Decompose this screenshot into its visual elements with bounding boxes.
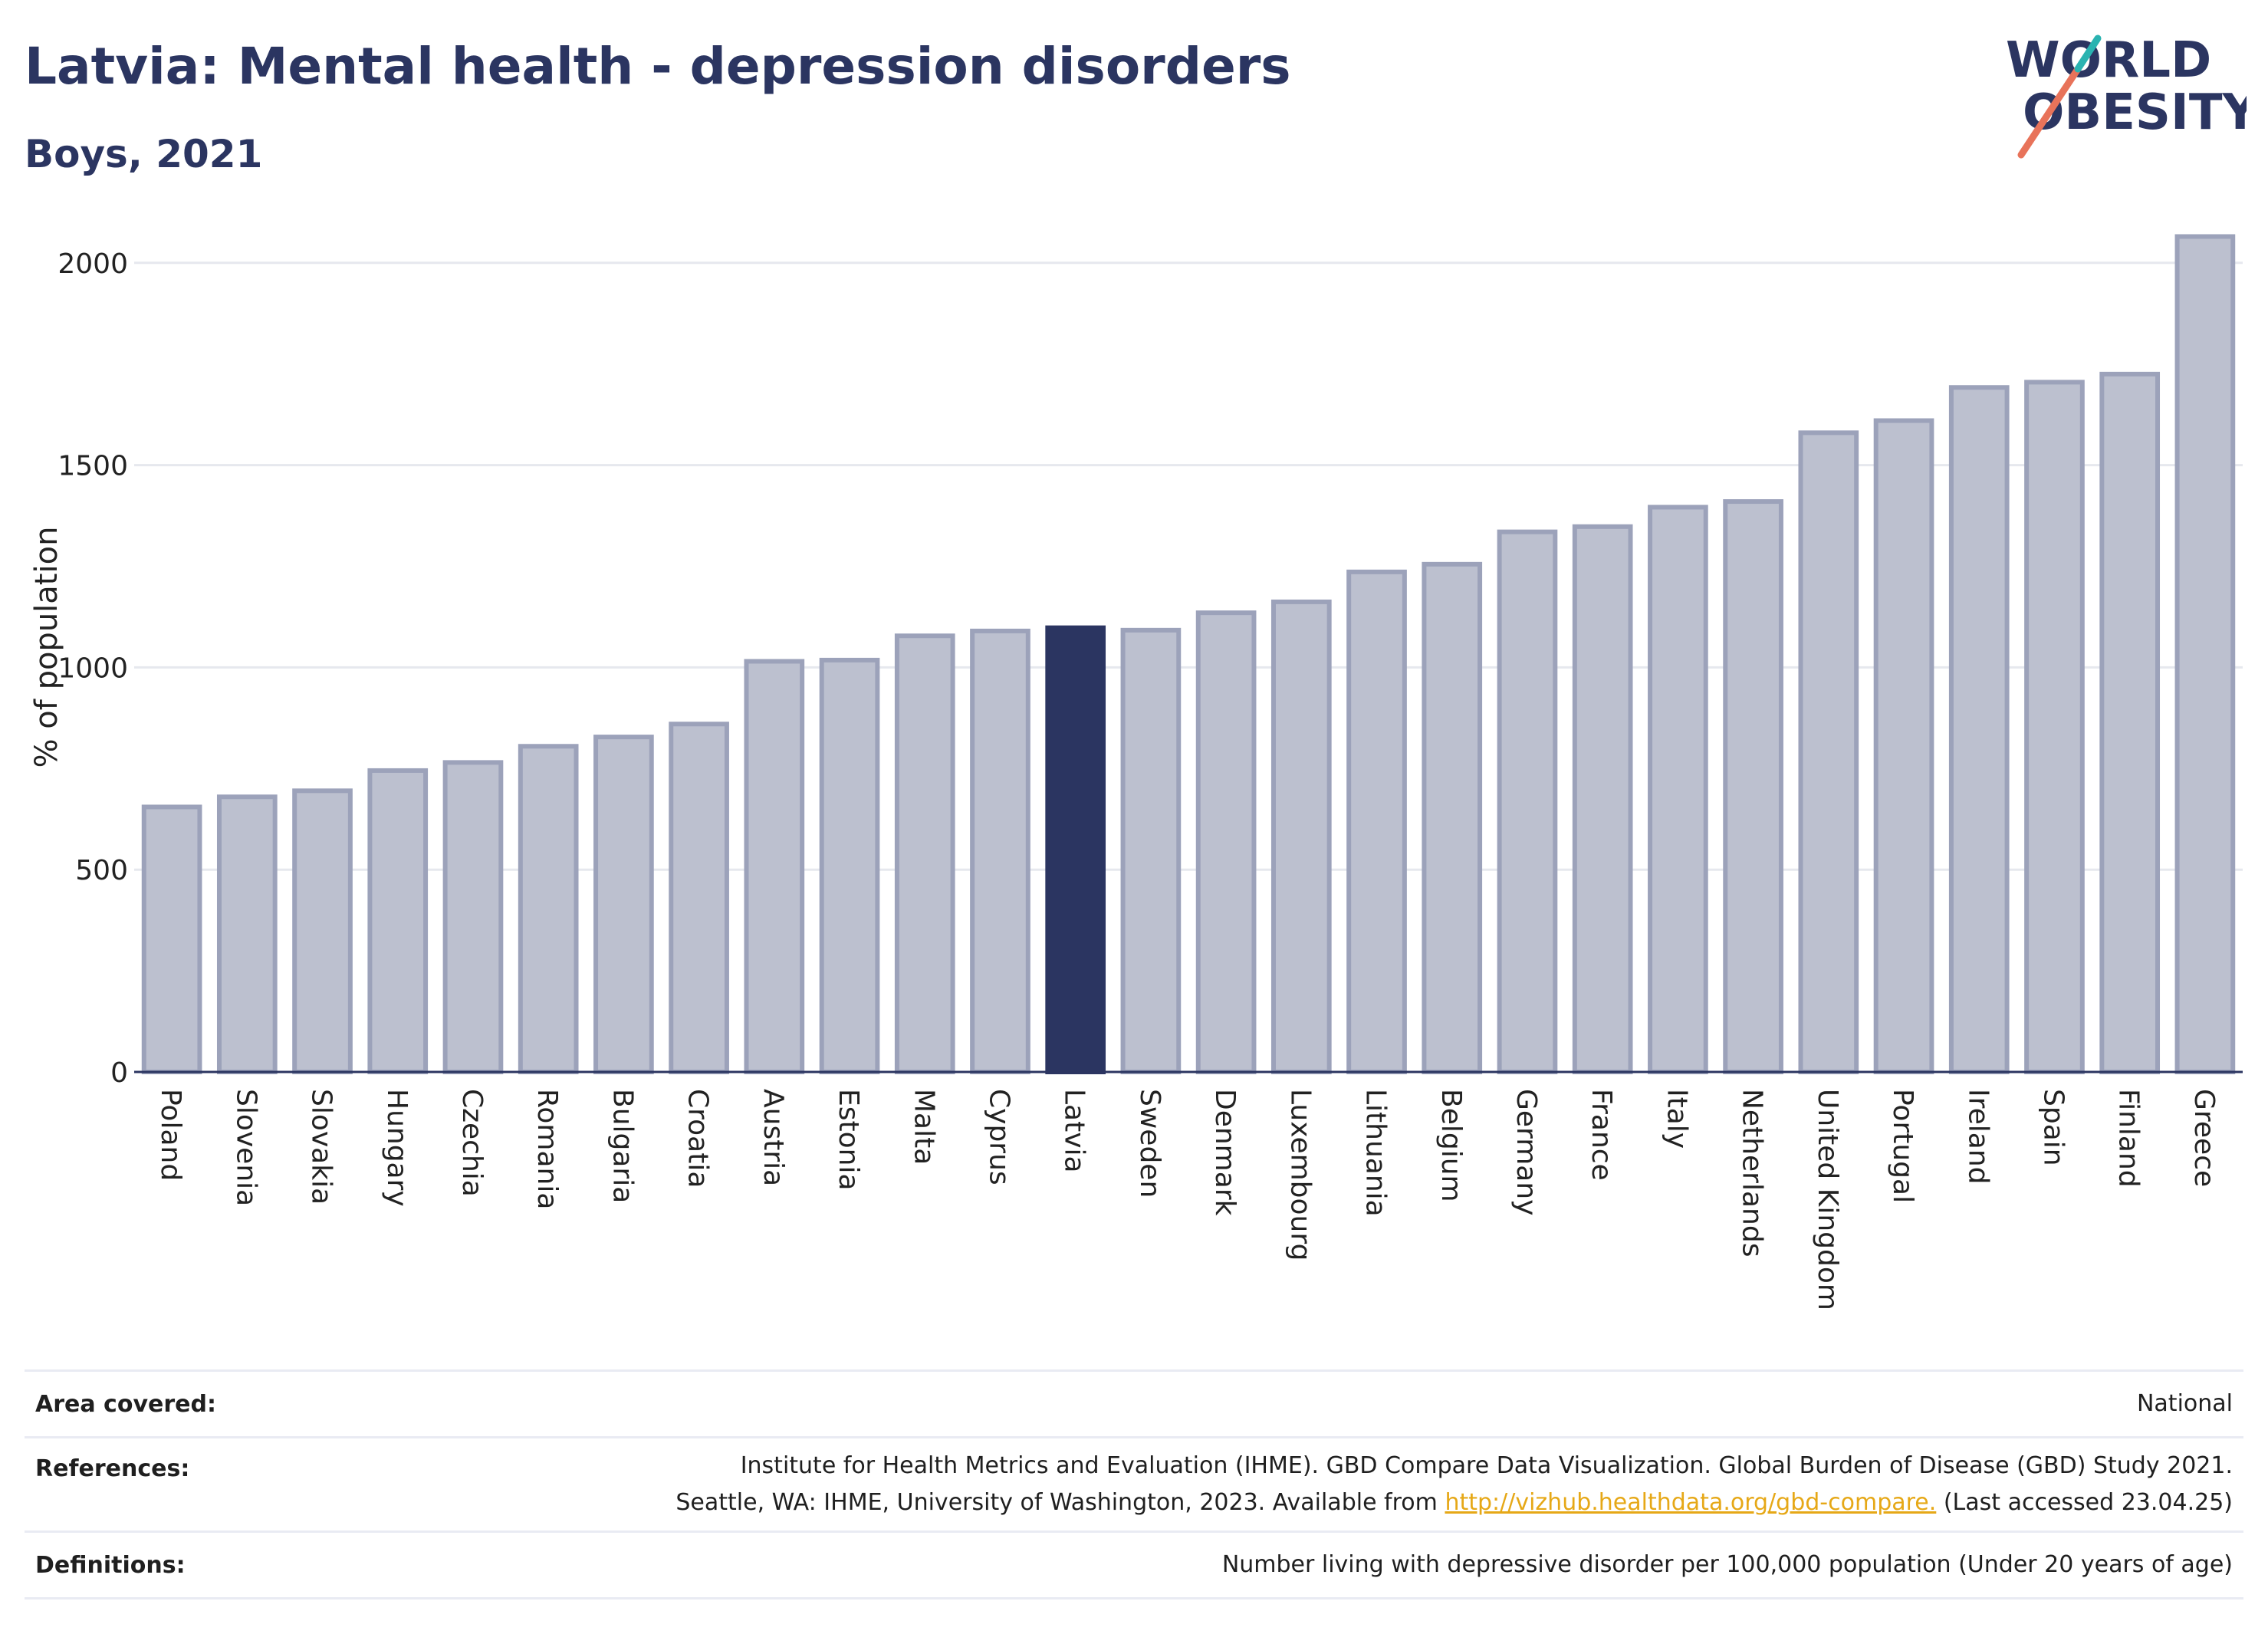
bar [1497,529,1558,1074]
bar [518,744,579,1074]
x-tick-label: Portugal [1887,1089,1918,1203]
x-tick-label: Czechia [456,1089,488,1197]
x-tick-label: Croatia [682,1089,714,1188]
x-tick-label: Malta [908,1089,939,1165]
bar [1948,385,2010,1075]
x-tick-label: Germany [1510,1089,1542,1215]
x-tick-label: United Kingdom [1812,1089,1843,1310]
bar [669,722,729,1074]
bar [292,788,353,1075]
x-tick-label: Finland [2113,1089,2145,1188]
bar [1195,610,1257,1074]
x-tick-label: Slovenia [230,1089,261,1206]
x-tick-label: Spain [2037,1089,2069,1166]
page-subtitle: Boys, 2021 [25,132,263,176]
references-line1: Institute for Health Metrics and Evaluat… [740,1452,2233,1479]
x-tick-label: Poland [155,1089,186,1181]
x-tick-label: France [1586,1089,1617,1181]
logo-slash-teal [2074,35,2102,73]
bar [141,804,202,1075]
chart-footer: Area covered: National References: Insti… [25,1369,2243,1599]
bar [1346,569,1407,1074]
x-tick-label: Netherlands [1737,1089,1768,1257]
bar [819,657,880,1074]
x-tick-label: Sweden [1134,1089,1165,1198]
bar [1648,505,1708,1074]
references-line2-post: (Last accessed 23.04.25) [1943,1489,2233,1516]
references-link[interactable]: http://vizhub.healthdata.org/gbd-compare… [1445,1489,1937,1516]
area-covered-value: National [2136,1390,2233,1417]
logo-line1: WORLD [2006,32,2211,89]
references-label: References: [35,1455,190,1482]
bar [593,735,654,1074]
x-tick-label: Cyprus [983,1089,1014,1185]
y-tick-label: 500 [75,855,128,886]
bar [442,760,504,1074]
bar [744,659,805,1074]
page-title: Latvia: Mental health - depression disor… [25,37,1291,96]
bar [2174,234,2236,1074]
bar [970,628,1030,1074]
y-tick-label: 1000 [58,653,128,684]
bar [894,633,955,1074]
footer-row-definitions: Definitions: Number living with depressi… [25,1530,2243,1599]
y-tick-label: 2000 [58,248,128,280]
y-tick-label: 0 [110,1057,128,1089]
references-value: Institute for Health Metrics and Evaluat… [675,1448,2243,1521]
y-axis-label: % of population [29,527,64,768]
y-tick-label: 1500 [58,451,128,482]
bar [1798,430,1859,1074]
references-line2-pre: Seattle, WA: IHME, University of Washing… [675,1489,1438,1516]
x-tick-label: Belgium [1435,1089,1467,1202]
x-tick-label: Austria [758,1089,789,1186]
x-tick-label: Estonia [833,1089,864,1191]
bar [216,794,278,1074]
definitions-value: Number living with depressive disorder p… [1221,1551,2233,1578]
bar [1873,418,1934,1074]
footer-row-area: Area covered: National [25,1369,2243,1436]
x-tick-label: Hungary [381,1089,413,1207]
bar [367,768,429,1075]
x-tick-label: Bulgaria [606,1089,638,1203]
definitions-label: Definitions: [35,1551,186,1579]
x-tick-label: Romania [531,1089,563,1209]
area-covered-label: Area covered: [35,1390,216,1418]
x-tick-label: Latvia [1059,1089,1090,1173]
bar [1723,499,1783,1074]
footer-row-references: References: Institute for Health Metrics… [25,1436,2243,1530]
world-obesity-logo: WORLD OBESITY [2006,32,2247,159]
x-tick-label: Slovakia [306,1089,337,1205]
bar [1572,524,1633,1074]
x-tick-label: Lithuania [1360,1089,1392,1217]
bar [1120,627,1182,1074]
references-line2: Seattle, WA: IHME, University of Washing… [675,1484,2233,1521]
x-tick-label: Italy [1661,1089,1692,1149]
x-tick-label: Greece [2188,1089,2220,1187]
bar [1045,625,1106,1074]
bar-chart: 0 500 1000 1500 2000 % of population Poland Slo… [29,234,2243,1310]
x-tick-label: Denmark [1209,1089,1241,1216]
bar [2024,380,2085,1074]
x-tick-label: Ireland [1962,1089,1994,1185]
x-tick-label: Luxembourg [1284,1089,1316,1261]
bar [1422,561,1483,1074]
bar [1270,599,1332,1074]
bar [2099,371,2161,1075]
logo-slash-coral [2017,65,2082,159]
